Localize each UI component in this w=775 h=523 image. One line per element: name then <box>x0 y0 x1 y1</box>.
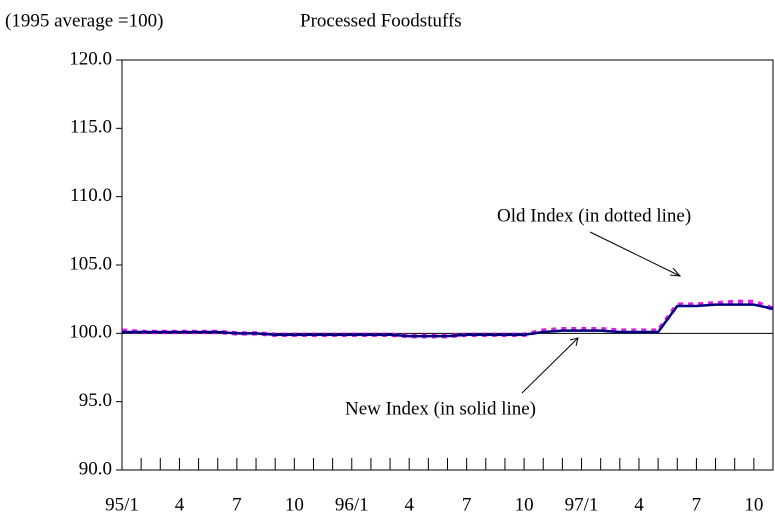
x-tick-label: 10 <box>285 494 304 515</box>
x-tick-label: 4 <box>175 494 185 515</box>
y-tick-label: 115.0 <box>70 117 112 138</box>
x-tick-label: 96/1 <box>335 494 369 515</box>
legend-label: Old Index (in dotted line) <box>497 205 691 226</box>
y-tick-label: 95.0 <box>79 390 112 411</box>
x-tick-label: 7 <box>232 494 242 515</box>
x-tick-label: 4 <box>634 494 644 515</box>
annotation-arrowhead <box>669 267 682 277</box>
y-tick-label: 120.0 <box>69 48 112 69</box>
series-line <box>122 303 774 338</box>
annotation-arrow <box>589 231 681 277</box>
chart-subtitle: (1995 average =100) <box>5 10 163 31</box>
x-tick-label: 10 <box>744 494 763 515</box>
annotation-arrow <box>521 337 579 394</box>
chart-title: Processed Foodstuffs <box>300 10 462 31</box>
y-tick-label: 110.0 <box>70 185 112 206</box>
y-tick-label: 90.0 <box>79 458 112 479</box>
x-tick-label: 97/1 <box>565 494 599 515</box>
x-tick-label: 7 <box>692 494 702 515</box>
x-tick-label: 4 <box>404 494 414 515</box>
x-tick-label: 95/1 <box>105 494 139 515</box>
annotation-arrowhead <box>569 337 579 347</box>
y-tick-label: 105.0 <box>69 253 112 274</box>
y-tick-label: 100.0 <box>69 322 112 343</box>
legend-label: New Index (in solid line) <box>345 398 536 419</box>
x-tick-label: 7 <box>462 494 472 515</box>
x-tick-label: 10 <box>515 494 534 515</box>
